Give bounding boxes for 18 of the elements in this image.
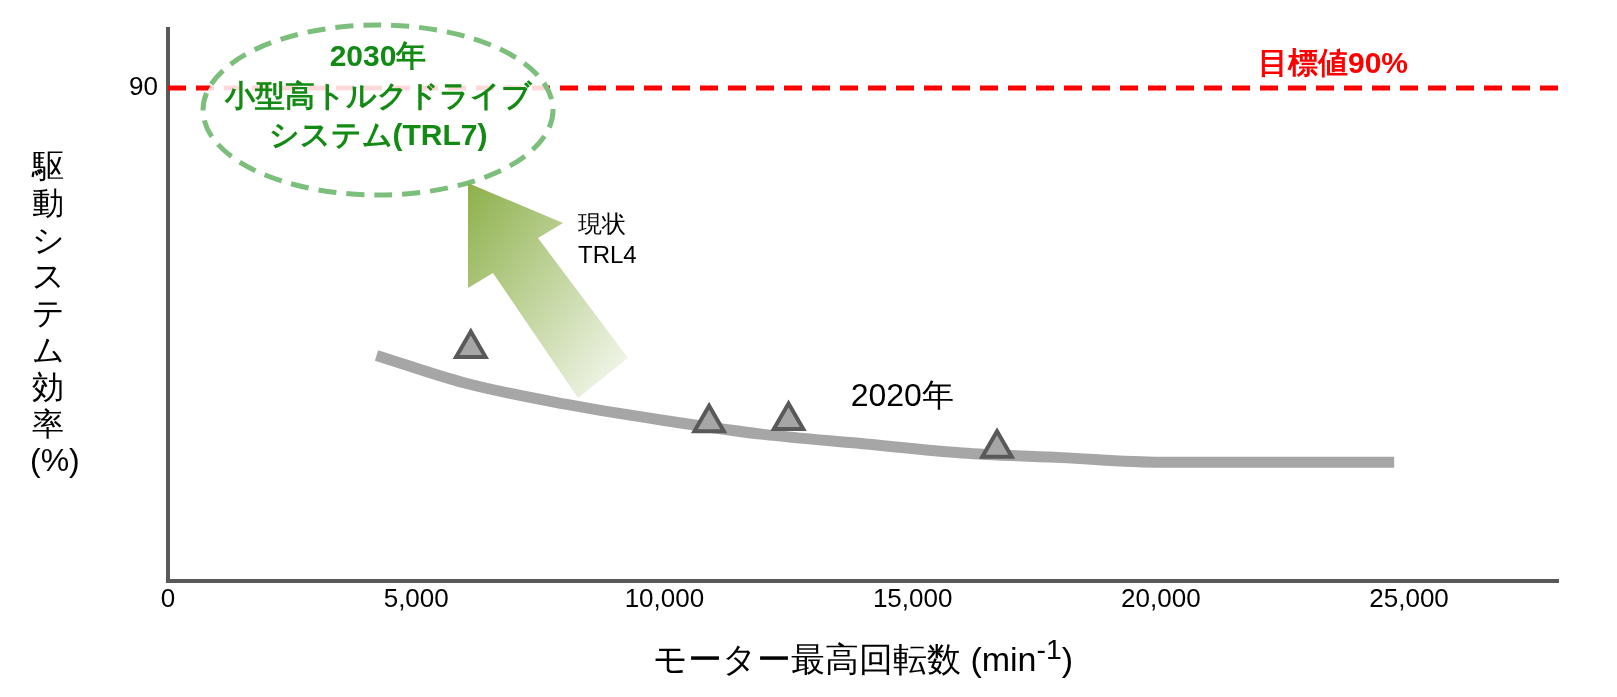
text: 小型高トルクドライブシステム(TRL7) (223, 78, 533, 153)
x-tick-label: 20,000 (1121, 582, 1201, 613)
x-tick-label: 0 (160, 582, 176, 613)
text: 駆動システム効率(%) (30, 148, 80, 479)
point (980, 429, 1014, 459)
text: 現状 TRL4 (578, 209, 638, 271)
point (691, 401, 727, 434)
point (454, 329, 488, 359)
x-axis-title: モーター最高回転数 (min$^{-1}$) (651, 633, 1075, 681)
text: 2030年 (328, 38, 428, 74)
series-label: 2020年 (850, 376, 954, 413)
x-tick-label: 25,000 (1369, 582, 1449, 613)
ref-line-label: 目標値90% (1257, 46, 1408, 80)
x-tick-label: 10,000 (624, 582, 705, 613)
x-tick-label: 5,000 (383, 582, 449, 613)
text: 90 (129, 71, 158, 102)
x-tick-label: 15,000 (872, 582, 953, 613)
point (771, 401, 806, 431)
